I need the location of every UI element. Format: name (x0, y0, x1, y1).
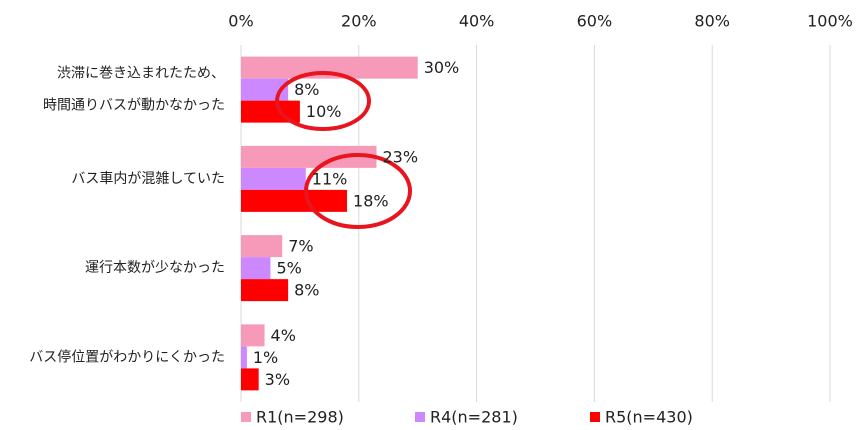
highlight-ellipse (304, 153, 412, 229)
value-label: 8% (294, 80, 319, 99)
value-label: 3% (265, 370, 290, 389)
bar (241, 167, 306, 190)
legend-swatch (241, 412, 251, 422)
legend-swatch (590, 412, 600, 422)
legend-label: R5(n=430) (605, 408, 693, 427)
value-label: 18% (353, 191, 389, 210)
value-label: 30% (424, 58, 460, 77)
highlight-ellipse (275, 71, 371, 131)
labels: 0% 20% 40% 60% 80% 100% 渋滞に巻き込まれたため、時間通りバスが動かな… (29, 12, 853, 427)
category-label: 運行本数が少なかった (85, 260, 225, 276)
plot (240, 45, 831, 402)
x-tick-label: 0% (228, 12, 253, 31)
bar (241, 56, 418, 79)
value-label: 7% (288, 237, 313, 256)
category-label: バス車内が混雑していた (71, 170, 225, 187)
bar (241, 257, 271, 280)
x-tick-label: 20% (341, 12, 377, 31)
value-label: 10% (306, 102, 342, 121)
value-label: 4% (271, 326, 296, 345)
bar (241, 279, 289, 302)
category-label: バス停位置がわかりにくかった (29, 348, 225, 365)
value-label: 1% (253, 348, 278, 367)
bar (241, 145, 377, 168)
value-label: 11% (312, 169, 348, 188)
category-label: 渋滞に巻き込まれたため、時間通りバスが動かなかった (43, 66, 225, 114)
bar (241, 368, 259, 391)
bar (241, 346, 247, 369)
x-tick-label: 40% (459, 12, 495, 31)
bar (241, 324, 265, 347)
x-tick-label: 100% (807, 12, 853, 31)
legend-swatch (415, 412, 425, 422)
x-tick-label: 60% (577, 12, 613, 31)
bar (241, 189, 348, 212)
value-label: 5% (276, 259, 301, 278)
value-label: 23% (382, 147, 418, 166)
x-tick-label: 80% (694, 12, 730, 31)
legend-label: R4(n=281) (430, 408, 518, 427)
marks (241, 56, 418, 391)
value-label: 8% (294, 281, 319, 300)
bar (241, 235, 283, 258)
legend-label: R1(n=298) (256, 408, 344, 427)
